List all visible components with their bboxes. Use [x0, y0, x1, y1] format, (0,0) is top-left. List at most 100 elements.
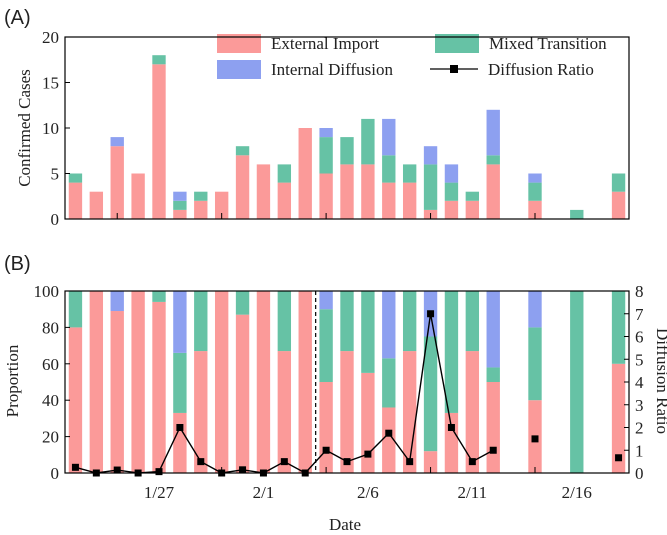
panel-a-bar-mixed-transition — [340, 137, 354, 165]
panel-a-bar-mixed-transition — [68, 173, 83, 183]
panel-b-bar-external-import — [131, 291, 145, 473]
panel-a-bar-external-import — [277, 182, 292, 219]
panel-a-bar-mixed-transition — [486, 155, 500, 165]
panel-b-y2-tick-label: 5 — [635, 350, 644, 369]
panel-b-bar-external-import — [319, 382, 333, 473]
panel-a: (A) Confirmed Cases External Import Mixed… — [4, 7, 630, 229]
panel-a-bar-internal-diffusion — [486, 109, 500, 156]
panel-a-label: (A) — [4, 7, 31, 29]
panel-b-bar-external-import — [277, 351, 292, 473]
panel-a-bar-mixed-transition — [319, 137, 333, 174]
panel-b-label: (B) — [4, 253, 31, 275]
panel-b-bar-mixed-transition — [340, 291, 354, 352]
panel-a-bar-mixed-transition — [611, 173, 626, 192]
diffusion-ratio-point — [322, 446, 330, 454]
diffusion-ratio-point — [364, 450, 372, 458]
panel-b-bar-mixed-transition — [361, 291, 375, 373]
legend-label-mixed-transition: Mixed Transition — [489, 34, 607, 53]
panel-b-bar-mixed-transition — [194, 291, 208, 352]
panel-b-bar-external-import — [110, 311, 124, 473]
panel-a-bar-mixed-transition — [402, 164, 417, 183]
panel-b-bar-external-import — [68, 327, 83, 473]
legend-label-external-import: External Import — [271, 34, 379, 53]
diffusion-ratio-point — [468, 458, 476, 466]
panel-b-bar-internal-diffusion — [319, 291, 333, 310]
panel-b-y-tick-label: 20 — [42, 428, 59, 447]
legend-label-diffusion-ratio: Diffusion Ratio — [488, 60, 594, 79]
panel-b-bar-external-import — [89, 291, 104, 473]
legend-swatch-mixed-transition — [435, 34, 479, 53]
panel-a-bar-mixed-transition — [235, 146, 250, 156]
panel-a-bar-mixed-transition — [444, 182, 459, 201]
panel-b: (B) Proportion Diffusion Ratio Date 0204… — [3, 253, 667, 534]
diffusion-ratio-point — [447, 424, 455, 431]
panel-a-bar-internal-diffusion — [110, 137, 124, 147]
panel-a-bar-external-import — [194, 200, 208, 219]
panel-a-bar-external-import — [235, 155, 250, 219]
panel-b-x-tick-label: 1/27 — [144, 483, 175, 502]
panel-a-bar-external-import — [173, 209, 187, 219]
panel-a-bar-mixed-transition — [194, 191, 208, 201]
legend-swatch-marker-diffusion-ratio — [450, 65, 458, 73]
panel-a-bar-external-import — [298, 128, 312, 219]
panel-a-y-tick-label: 15 — [42, 74, 59, 93]
panel-b-bar-mixed-transition — [444, 291, 459, 413]
panel-b-y2-tick-label: 7 — [635, 305, 644, 324]
panel-a-bars — [68, 55, 626, 219]
panel-b-bar-mixed-transition — [528, 327, 542, 401]
panel-a-bar-external-import — [611, 191, 626, 219]
panel-b-x-tick-label: 2/1 — [253, 483, 275, 502]
panel-b-bar-external-import — [444, 412, 459, 473]
panel-a-bar-external-import — [340, 164, 354, 219]
panel-a-bar-internal-diffusion — [444, 164, 459, 183]
panel-b-bar-mixed-transition — [570, 291, 584, 473]
panel-a-bar-external-import — [402, 182, 417, 219]
panel-b-bar-external-import — [382, 407, 396, 473]
panel-a-bar-external-import — [465, 200, 480, 219]
panel-a-bar-internal-diffusion — [528, 173, 542, 183]
panel-b-y2-tick-label: 3 — [635, 396, 644, 415]
panel-b-y2-tick-label: 2 — [635, 419, 644, 438]
diffusion-ratio-point — [406, 458, 414, 466]
legend-swatch-external-import — [217, 34, 261, 53]
panel-b-bar-internal-diffusion — [382, 291, 396, 359]
panel-a-bar-external-import — [444, 200, 459, 219]
panel-b-y-tick-label: 100 — [34, 282, 60, 301]
panel-b-bar-external-import — [235, 314, 250, 473]
panel-a-legend: External Import Mixed Transition Internal … — [212, 28, 622, 83]
panel-b-y-tick-label: 0 — [51, 464, 60, 483]
panel-b-bar-external-import — [340, 351, 354, 473]
diffusion-ratio-point — [239, 466, 247, 474]
panel-b-bar-external-import — [465, 351, 480, 473]
panel-b-y2-axis-label: Diffusion Ratio — [653, 328, 667, 434]
diffusion-ratio-point — [71, 463, 79, 471]
diffusion-ratio-point — [343, 458, 351, 466]
panel-a-bar-external-import — [110, 146, 124, 219]
panel-b-bar-external-import — [194, 351, 208, 473]
panel-a-bar-external-import — [89, 191, 104, 219]
panel-b-bar-external-import — [423, 451, 438, 473]
panel-a-bar-external-import — [486, 164, 500, 219]
panel-a-bar-mixed-transition — [570, 209, 584, 219]
panel-b-bar-mixed-transition — [68, 291, 83, 328]
panel-a-bar-mixed-transition — [382, 155, 396, 183]
diffusion-ratio-point — [155, 468, 163, 476]
panel-b-y2-tick-label: 1 — [635, 441, 644, 460]
panel-a-bar-external-import — [131, 173, 145, 219]
diffusion-ratio-point — [385, 429, 393, 437]
panel-b-bar-mixed-transition — [465, 291, 480, 352]
panel-b-y-tick-label: 60 — [42, 355, 59, 374]
panel-b-bar-mixed-transition — [152, 291, 166, 302]
panel-b-x-tick-label: 2/11 — [458, 483, 488, 502]
panel-b-bar-mixed-transition — [486, 367, 500, 382]
diffusion-ratio-point — [176, 424, 184, 431]
panel-a-bar-internal-diffusion — [173, 191, 187, 201]
panel-b-bar-external-import — [486, 382, 500, 473]
panel-b-axes: 0 20 40 60 80 100 1/27 2/1 2/6 2/11 2/16 0 1 2 3 4 5 6 7 8 — [34, 282, 645, 502]
panel-a-bar-external-import — [382, 182, 396, 219]
panel-a-bar-external-import — [152, 64, 166, 219]
panel-b-bar-external-import — [256, 291, 271, 473]
panel-a-axes: 0 5 10 15 20 — [42, 28, 630, 229]
panel-b-x-tick-label: 2/6 — [357, 483, 379, 502]
